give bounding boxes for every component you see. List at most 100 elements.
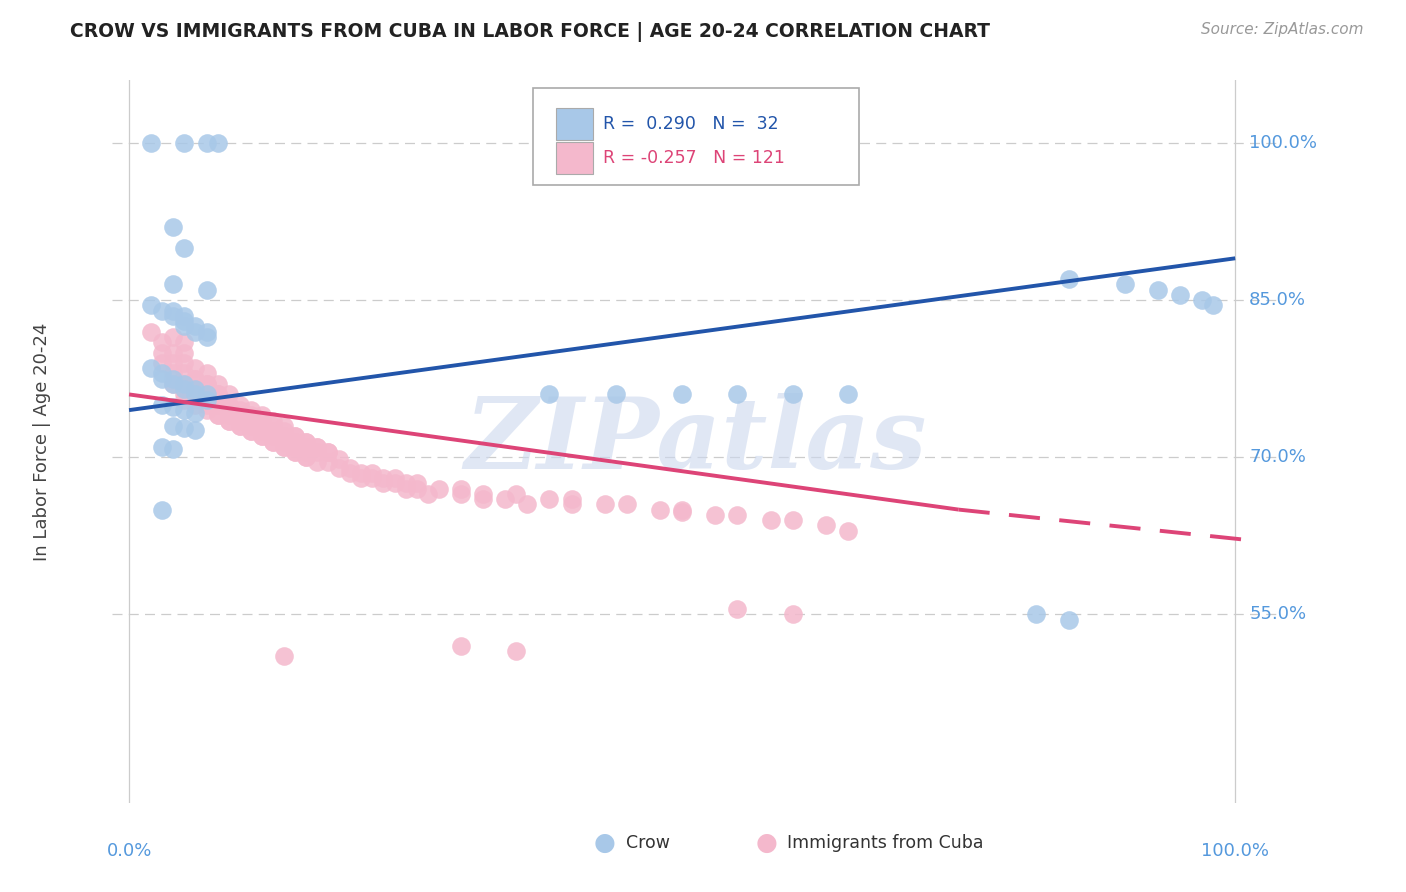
Point bbox=[162, 400, 184, 414]
Point bbox=[295, 450, 318, 465]
Point bbox=[250, 429, 273, 443]
Point bbox=[207, 398, 229, 412]
Point bbox=[150, 345, 173, 359]
Point bbox=[195, 283, 218, 297]
Point bbox=[184, 382, 207, 396]
Point bbox=[195, 367, 218, 381]
Text: ZIPatlas: ZIPatlas bbox=[465, 393, 927, 490]
Text: ●: ● bbox=[755, 831, 778, 855]
Point bbox=[207, 136, 229, 150]
Point bbox=[273, 418, 295, 433]
Point bbox=[284, 429, 307, 443]
Point bbox=[405, 482, 427, 496]
Point bbox=[141, 298, 163, 312]
Point bbox=[384, 476, 406, 491]
Point bbox=[239, 424, 262, 438]
Point bbox=[228, 418, 250, 433]
Point bbox=[328, 460, 350, 475]
Point bbox=[505, 644, 527, 658]
Point bbox=[162, 418, 184, 433]
Point bbox=[195, 392, 218, 407]
Point bbox=[173, 376, 195, 391]
Point bbox=[173, 403, 195, 417]
Text: 100.0%: 100.0% bbox=[1249, 134, 1317, 153]
Point bbox=[593, 497, 616, 511]
Point bbox=[173, 376, 195, 391]
Point bbox=[162, 277, 184, 292]
Point bbox=[184, 387, 207, 401]
Point bbox=[284, 434, 307, 449]
Point bbox=[184, 372, 207, 386]
Point bbox=[759, 513, 782, 527]
Point bbox=[195, 330, 218, 344]
Point bbox=[350, 471, 373, 485]
Point bbox=[307, 445, 329, 459]
Point bbox=[516, 497, 538, 511]
Point bbox=[184, 392, 207, 407]
Text: Crow: Crow bbox=[626, 834, 669, 852]
Point bbox=[295, 434, 318, 449]
Point bbox=[173, 309, 195, 323]
Point bbox=[262, 429, 284, 443]
Point bbox=[184, 423, 207, 437]
Point bbox=[162, 303, 184, 318]
Point bbox=[284, 445, 307, 459]
Point bbox=[207, 387, 229, 401]
Point bbox=[339, 460, 361, 475]
Point bbox=[162, 345, 184, 359]
Point bbox=[239, 414, 262, 428]
Point bbox=[173, 382, 195, 396]
Point bbox=[1202, 298, 1225, 312]
Point bbox=[150, 367, 173, 381]
Point bbox=[1025, 607, 1047, 622]
Point bbox=[472, 492, 495, 507]
Point bbox=[184, 319, 207, 334]
Text: 85.0%: 85.0% bbox=[1249, 291, 1306, 310]
Point bbox=[671, 505, 693, 519]
Point bbox=[184, 406, 207, 420]
Text: ●: ● bbox=[593, 831, 616, 855]
Point bbox=[239, 424, 262, 438]
Point bbox=[427, 482, 450, 496]
Point bbox=[195, 387, 218, 401]
Point bbox=[494, 492, 516, 507]
Point bbox=[207, 387, 229, 401]
Point bbox=[162, 442, 184, 456]
Point bbox=[307, 455, 329, 469]
Point bbox=[250, 418, 273, 433]
Point bbox=[195, 403, 218, 417]
Point bbox=[295, 445, 318, 459]
Point bbox=[295, 450, 318, 465]
Point bbox=[307, 440, 329, 454]
Point bbox=[218, 414, 240, 428]
Point bbox=[284, 440, 307, 454]
Point bbox=[150, 303, 173, 318]
Text: 55.0%: 55.0% bbox=[1249, 606, 1306, 624]
Point bbox=[1191, 293, 1213, 308]
Point bbox=[150, 356, 173, 370]
Point bbox=[295, 434, 318, 449]
Point bbox=[162, 372, 184, 386]
Point bbox=[184, 372, 207, 386]
Point bbox=[239, 418, 262, 433]
Point bbox=[195, 387, 218, 401]
Text: 0.0%: 0.0% bbox=[107, 842, 152, 860]
Point bbox=[150, 372, 173, 386]
Point bbox=[505, 487, 527, 501]
Point bbox=[195, 398, 218, 412]
Point bbox=[228, 409, 250, 423]
Point bbox=[837, 524, 859, 538]
Point bbox=[472, 487, 495, 501]
Point bbox=[184, 398, 207, 412]
Point bbox=[307, 440, 329, 454]
Point bbox=[239, 414, 262, 428]
Text: In Labor Force | Age 20-24: In Labor Force | Age 20-24 bbox=[34, 322, 52, 561]
Point bbox=[450, 482, 472, 496]
Point bbox=[727, 508, 749, 522]
Point bbox=[262, 414, 284, 428]
Point bbox=[1114, 277, 1136, 292]
Point bbox=[195, 325, 218, 339]
FancyBboxPatch shape bbox=[555, 143, 593, 174]
Point bbox=[162, 356, 184, 370]
Point bbox=[162, 367, 184, 381]
